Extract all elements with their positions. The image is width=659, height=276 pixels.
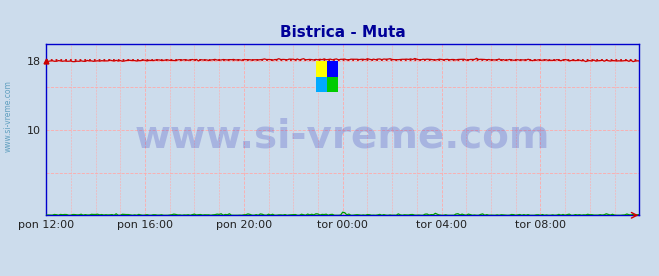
Bar: [327, 77, 338, 92]
Bar: [327, 61, 338, 77]
Bar: [316, 77, 327, 92]
Bar: [316, 61, 327, 77]
Title: Bistrica - Muta: Bistrica - Muta: [280, 25, 405, 40]
Text: www.si-vreme.com: www.si-vreme.com: [135, 118, 550, 156]
Text: www.si-vreme.com: www.si-vreme.com: [3, 80, 13, 152]
